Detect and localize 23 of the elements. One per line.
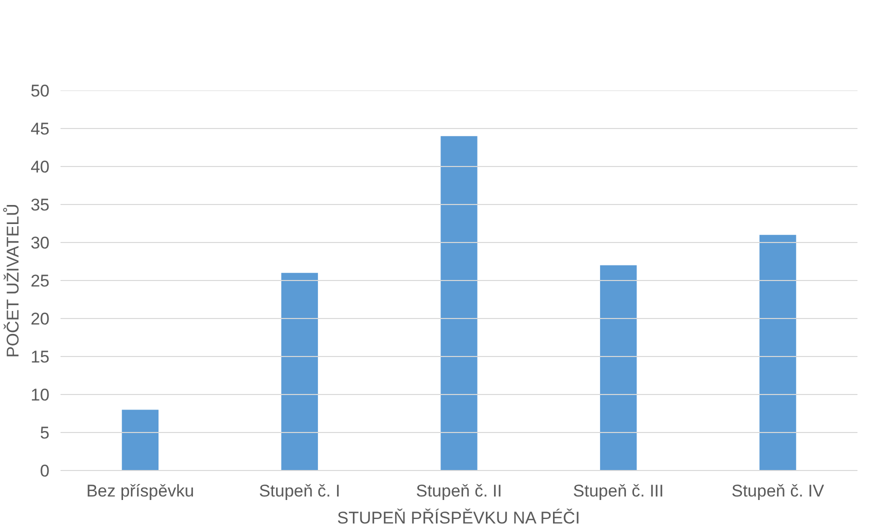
y-tick-label: 20	[30, 310, 50, 328]
x-tick-label: Stupeň č. II	[416, 482, 502, 500]
x-tick-label: Bez příspěvku	[86, 482, 194, 500]
x-tick-label: Stupeň č. IV	[731, 482, 825, 500]
y-tick-label: 50	[30, 82, 50, 100]
bar	[440, 136, 478, 470]
bar	[600, 265, 637, 470]
y-tick-label: 15	[30, 348, 50, 366]
bar	[122, 410, 159, 470]
y-axis-title: POČET UŽIVATELŮ	[2, 204, 23, 358]
y-tick-label: 5	[40, 424, 50, 442]
y-tick-label: 25	[30, 272, 50, 290]
bar	[281, 272, 318, 470]
y-tick-label: 10	[30, 386, 50, 404]
x-axis-title: STUPEŇ PŘÍSPĚVKU NA PÉČI	[337, 508, 580, 528]
x-tick-label: Stupeň č. I	[258, 482, 340, 500]
bar	[759, 234, 796, 470]
y-tick-label: 40	[30, 158, 50, 176]
x-tick-label: Stupeň č. III	[573, 482, 664, 500]
y-tick-label: 35	[30, 196, 50, 214]
y-tick-label: 45	[30, 120, 50, 138]
y-tick-label: 0	[40, 462, 50, 480]
y-tick-label: 30	[30, 234, 50, 252]
